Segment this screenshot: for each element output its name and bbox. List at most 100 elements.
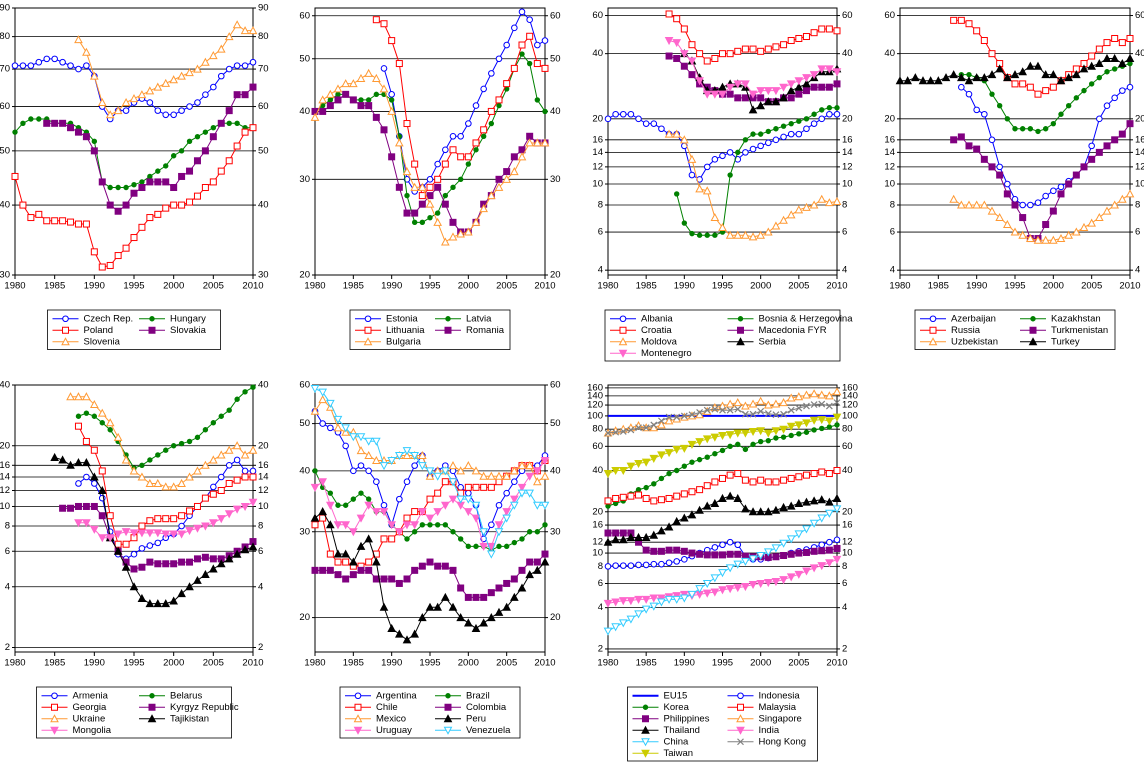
data-point: [425, 514, 435, 523]
legend-marker: [148, 703, 156, 711]
data-point: [365, 566, 373, 574]
data-point: [178, 440, 185, 447]
data-point: [832, 555, 842, 564]
data-point: [450, 529, 456, 535]
data-point: [634, 532, 643, 541]
data-point: [312, 468, 318, 474]
legend-marker: [149, 693, 155, 699]
data-point: [364, 68, 374, 77]
data-point: [403, 120, 411, 128]
data-point: [703, 163, 711, 171]
data-point: [680, 547, 688, 555]
data-point: [161, 78, 171, 87]
data-point: [326, 102, 334, 110]
data-point: [201, 184, 209, 192]
x-tick-label: 2005: [203, 658, 224, 669]
data-point: [618, 466, 628, 476]
data-point: [665, 559, 673, 567]
data-point: [772, 411, 780, 419]
data-point: [748, 507, 758, 516]
data-point: [711, 156, 719, 163]
data-point: [153, 529, 163, 538]
data-point: [688, 171, 696, 179]
y-tick-label: 40: [842, 48, 853, 59]
data-point: [433, 472, 443, 481]
data-point: [612, 110, 619, 118]
data-point: [1027, 126, 1034, 132]
data-point: [725, 585, 735, 594]
y-tick-label: 2: [842, 643, 847, 654]
data-point: [486, 542, 496, 551]
legend-marker: [62, 315, 69, 323]
data-point: [950, 16, 958, 24]
plot-frame: [607, 7, 838, 276]
data-point: [113, 432, 123, 441]
data-point: [388, 575, 396, 583]
x-tick-label: 2010: [242, 281, 263, 292]
data-point: [787, 94, 795, 102]
data-point: [619, 110, 627, 118]
data-point: [949, 70, 959, 79]
data-point: [153, 478, 163, 487]
data-point: [441, 200, 449, 208]
x-tick-label: 1980: [4, 281, 25, 292]
y-tick-label: 30: [0, 270, 10, 281]
data-point: [1041, 235, 1051, 244]
data-point: [718, 431, 727, 441]
data-point: [387, 457, 397, 466]
legend-label: Belarus: [170, 690, 202, 701]
data-point: [809, 389, 819, 398]
data-point: [1118, 130, 1126, 138]
data-point: [779, 215, 788, 224]
data-point: [780, 133, 787, 141]
data-point: [208, 519, 218, 528]
data-point: [226, 407, 232, 413]
data-point: [687, 590, 697, 599]
data-point: [627, 110, 635, 118]
data-point: [696, 50, 704, 58]
data-point: [1056, 76, 1066, 85]
y-tick-label: 4: [842, 602, 847, 613]
legend-label: Turkmenistan: [1051, 325, 1108, 336]
data-point: [650, 560, 658, 568]
data-point: [502, 602, 512, 611]
y-tick-label: 16: [592, 134, 603, 145]
data-point: [224, 32, 234, 41]
y-tick-label: 20: [842, 113, 853, 124]
legend-marker: [737, 692, 744, 700]
legend-label: Slovakia: [170, 325, 207, 336]
data-point: [1018, 230, 1028, 239]
data-point: [695, 585, 704, 594]
data-point: [719, 541, 726, 549]
data-point: [334, 96, 342, 104]
data-point: [11, 172, 19, 180]
data-point: [658, 475, 665, 482]
data-point: [995, 64, 1005, 73]
data-point: [1057, 190, 1065, 198]
x-tick-label: 2010: [242, 658, 263, 669]
data-point: [402, 447, 412, 456]
y-tick-label: 30: [299, 526, 310, 537]
data-point: [170, 153, 177, 159]
legend-label: Malaysia: [759, 702, 797, 713]
data-point: [310, 483, 320, 492]
data-point: [426, 176, 434, 183]
data-point: [411, 566, 419, 574]
data-point: [810, 83, 818, 91]
data-point: [741, 80, 750, 89]
data-point: [688, 488, 696, 496]
data-point: [232, 505, 242, 514]
data-point: [1071, 70, 1081, 79]
data-point: [903, 76, 913, 85]
data-point: [817, 514, 827, 523]
data-point: [772, 478, 780, 486]
y-tick-label: 40: [258, 380, 269, 391]
data-point: [138, 223, 146, 231]
data-point: [248, 26, 258, 35]
data-point: [357, 102, 365, 110]
data-point: [725, 230, 735, 239]
data-point: [201, 460, 210, 469]
data-point: [957, 16, 965, 24]
legend-label: Turkey: [1051, 336, 1080, 347]
legend-marker: [363, 337, 373, 346]
